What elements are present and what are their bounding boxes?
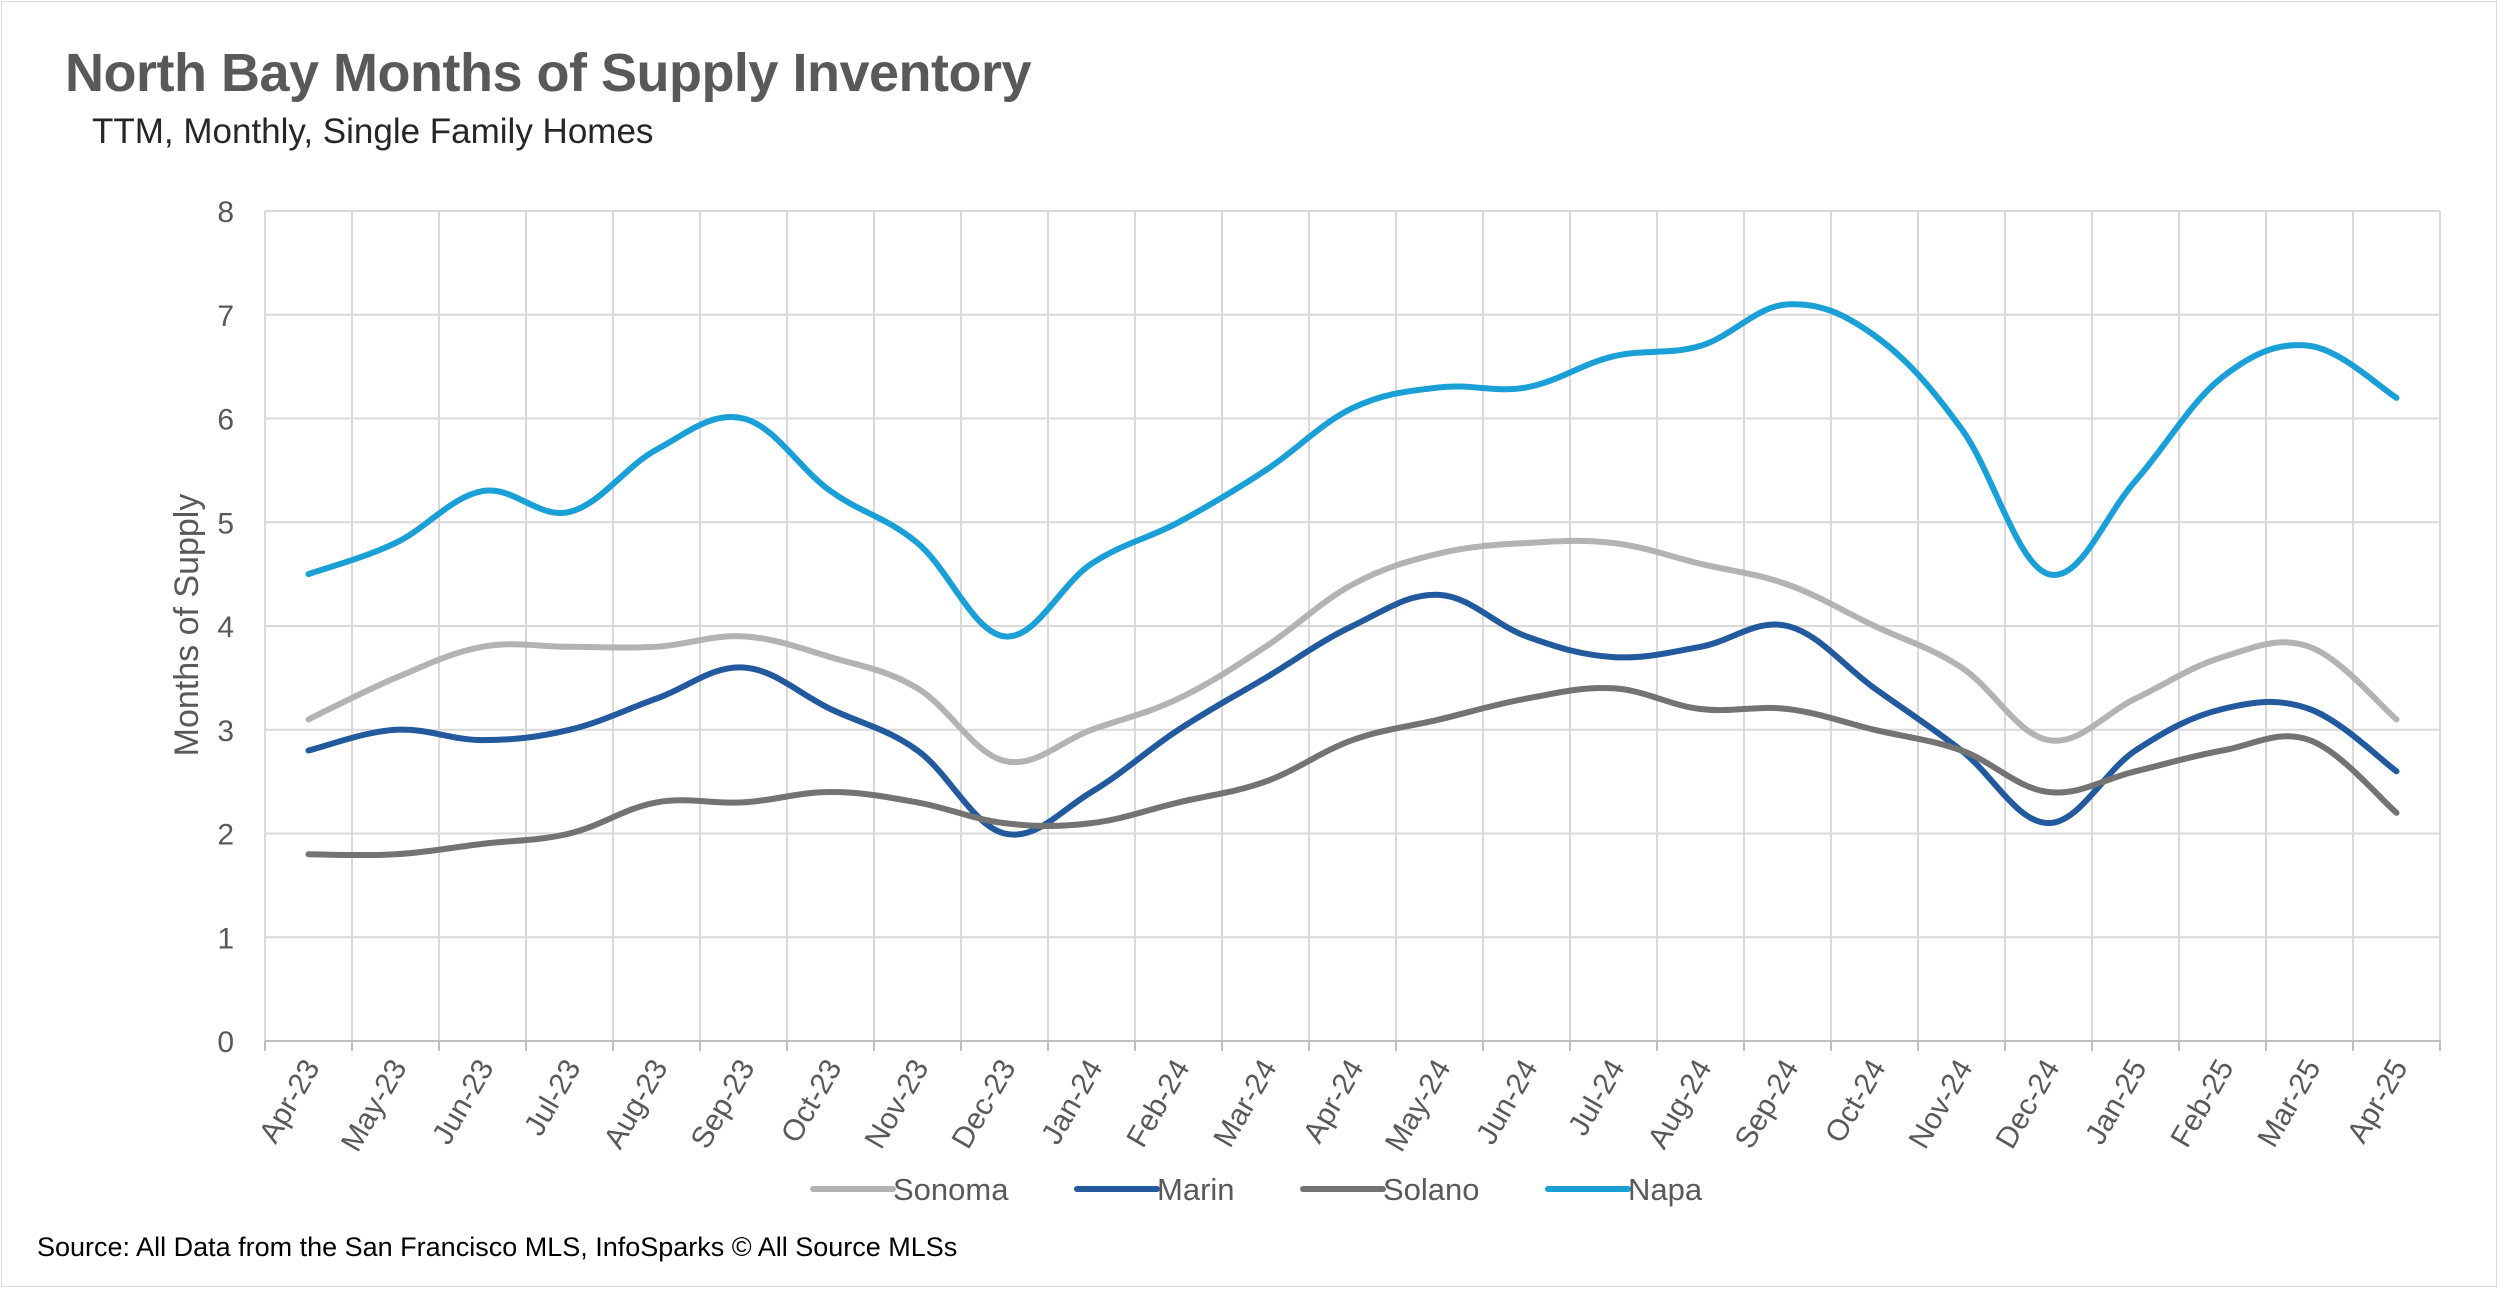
y-tick-label: 1 xyxy=(217,922,234,955)
x-tick-label: Dec-24 xyxy=(1990,1054,2067,1154)
y-tick-label: 0 xyxy=(217,1026,234,1059)
x-tick-label: Oct-23 xyxy=(775,1054,849,1148)
x-tick-label: Nov-23 xyxy=(859,1054,936,1154)
series-line-napa xyxy=(305,301,2400,640)
x-tick-label: Jan-24 xyxy=(1035,1054,1109,1150)
x-tick-label: Apr-23 xyxy=(253,1054,327,1148)
x-tick-label: Jul-23 xyxy=(518,1054,587,1141)
x-tick-label: Mar-24 xyxy=(1207,1054,1283,1153)
legend-label-solano: Solano xyxy=(1383,1172,1480,1207)
y-axis-title: Months of Supply xyxy=(168,494,206,757)
y-tick-label: 5 xyxy=(217,507,234,540)
y-tick-label: 8 xyxy=(217,196,234,229)
x-tick-label: Mar-25 xyxy=(2251,1054,2327,1153)
x-tick-label: Feb-24 xyxy=(1120,1054,1196,1153)
y-tick-label: 3 xyxy=(217,715,234,748)
x-tick-label: Sep-24 xyxy=(1729,1054,1806,1154)
x-tick-label: Jan-25 xyxy=(2079,1054,2153,1150)
legend: Sonoma Marin Solano Napa xyxy=(810,1172,1703,1207)
x-tick-label: May-24 xyxy=(1379,1054,1458,1157)
chart-subtitle: TTM, Monthly, Single Family Homes xyxy=(92,112,654,151)
x-tick-label: Aug-24 xyxy=(1642,1054,1719,1154)
x-tick-label: Feb-25 xyxy=(2164,1054,2240,1153)
y-tick-label: 6 xyxy=(217,404,234,437)
x-tick-label: Sep-23 xyxy=(685,1054,762,1154)
legend-label-sonoma: Sonoma xyxy=(893,1172,1009,1207)
y-tick-label: 2 xyxy=(217,819,234,852)
gridlines xyxy=(264,210,2441,1051)
y-tick-label: 4 xyxy=(217,611,234,644)
x-tick-label: Oct-24 xyxy=(1819,1054,1893,1148)
x-axis-ticks: Apr-23 May-23 Jun-23 Jul-23 Aug-23 Sep-23 Oct-… xyxy=(253,1054,2415,1157)
x-tick-label: May-23 xyxy=(335,1054,414,1157)
x-tick-label: Dec-23 xyxy=(946,1054,1023,1154)
x-tick-label: Jun-23 xyxy=(426,1054,500,1150)
legend-label-napa: Napa xyxy=(1628,1172,1703,1207)
x-tick-label: Jul-24 xyxy=(1562,1054,1631,1141)
x-tick-label: Apr-24 xyxy=(1297,1054,1371,1148)
source-note: Source: All Data from the San Francisco … xyxy=(37,1232,958,1262)
y-axis-ticks: 0 1 2 3 4 5 6 7 8 xyxy=(217,196,234,1059)
series-line-solano xyxy=(305,684,2400,859)
x-tick-label: Nov-24 xyxy=(1903,1054,1980,1154)
chart-title: North Bay Months of Supply Inventory xyxy=(65,43,1032,103)
series-lines xyxy=(305,301,2400,859)
series-line-marin xyxy=(305,591,2400,838)
x-tick-label: Aug-23 xyxy=(598,1054,675,1154)
x-tick-label: Apr-25 xyxy=(2341,1054,2415,1148)
series-line-sonoma xyxy=(305,537,2400,766)
y-tick-label: 7 xyxy=(217,300,234,333)
x-tick-label: Jun-24 xyxy=(1470,1054,1544,1150)
legend-label-marin: Marin xyxy=(1157,1172,1235,1207)
